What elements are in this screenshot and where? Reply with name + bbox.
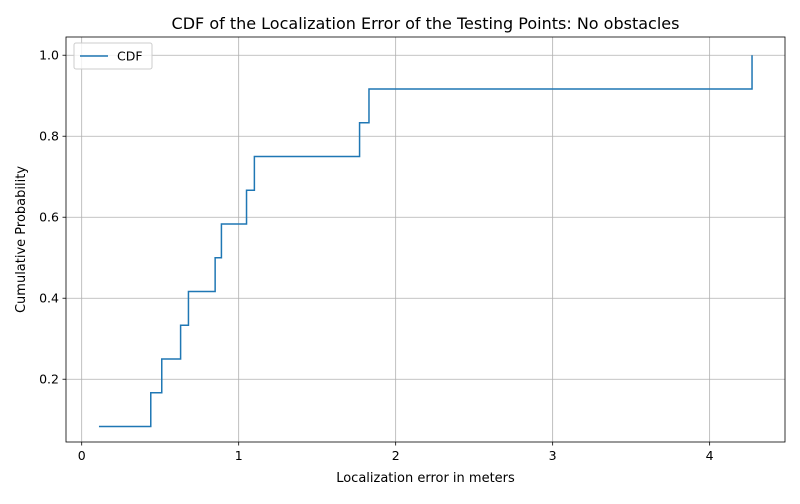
x-tick-label: 0 bbox=[78, 448, 86, 463]
x-axis-label: Localization error in meters bbox=[336, 471, 515, 486]
legend: CDF bbox=[73, 42, 153, 70]
y-tick-label: 0.4 bbox=[39, 291, 59, 306]
x-tick-label: 4 bbox=[706, 448, 714, 463]
y-tick-label: 0.8 bbox=[39, 129, 59, 144]
x-tick-label: 1 bbox=[235, 448, 243, 463]
y-axis-label: Cumulative Probability bbox=[14, 166, 29, 313]
plot-frame bbox=[65, 36, 786, 443]
series-layer bbox=[98, 55, 753, 428]
chart-title: CDF of the Localization Error of the Tes… bbox=[172, 14, 680, 33]
legend-label-cdf: CDF bbox=[117, 49, 143, 64]
x-tick-label: 2 bbox=[392, 448, 400, 463]
series-line-cdf bbox=[98, 55, 753, 428]
grid-layer bbox=[66, 37, 785, 442]
ticks-layer: 0 1 2 3 4 0.2 0.4 0.6 0.8 1.0 bbox=[39, 48, 714, 463]
y-tick-label: 0.6 bbox=[39, 210, 59, 225]
legend-box bbox=[73, 42, 153, 70]
y-tick-label: 1.0 bbox=[39, 48, 59, 63]
x-tick-label: 3 bbox=[549, 448, 557, 463]
y-tick-label: 0.2 bbox=[39, 372, 59, 387]
